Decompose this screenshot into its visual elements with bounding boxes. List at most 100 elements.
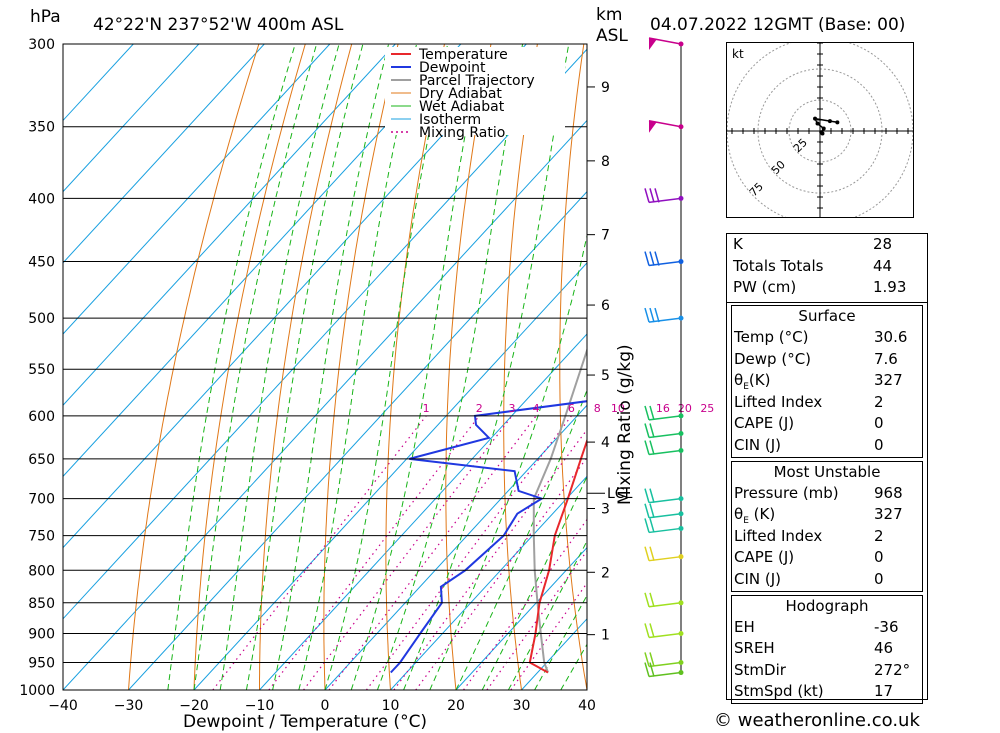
wind-barb-flag: [649, 405, 655, 421]
stmspd-row: StmSpd (kt) 17: [734, 682, 894, 701]
height-tick-label: 8: [601, 154, 610, 170]
legend-isotherm: Isotherm: [419, 112, 481, 128]
mixing-ratio-label: 4: [533, 402, 540, 415]
wind-barb-flag: [644, 440, 650, 455]
legend: Temperature Dewpoint Parcel Trajectory D…: [385, 47, 565, 141]
wind-barb-flag: [644, 188, 650, 203]
stmdir-row: StmDir 272°: [734, 660, 911, 679]
wind-barb-flag: [649, 488, 655, 503]
mixing-ratio-label: 10: [611, 402, 625, 415]
wind-barb-flag: [644, 592, 650, 608]
temperature-tick-label: −40: [48, 698, 78, 714]
wet-adiabat-line: [429, 233, 587, 690]
wind-barb-flag: [644, 652, 650, 667]
temperature-tick-label: −20: [179, 698, 209, 714]
isotherm-line: [193, 262, 587, 690]
wind-barb: [644, 405, 684, 421]
legend-parcel: Parcel Trajectory: [419, 73, 535, 89]
wind-barb-flag: [649, 423, 655, 438]
wind-barb-flag: [644, 423, 650, 438]
mu-cin-row: CIN (J) 0: [734, 569, 884, 588]
wind-barb: [644, 307, 684, 323]
indices-table: K 28 Totals Totals 44 PW (cm) 1.93: [726, 233, 928, 303]
wind-barb: [644, 518, 684, 534]
wind-barb: [644, 251, 684, 267]
hodograph-point: [819, 130, 824, 135]
wind-barb-flag: [649, 546, 655, 561]
surface-temp-row: Temp (°C) 30.6: [734, 328, 908, 346]
hodograph-point: [821, 126, 826, 131]
surface-title: Surface: [798, 307, 856, 325]
wind-barb-flag: [654, 251, 660, 266]
hodograph-unit: kt: [732, 47, 744, 61]
dewpoint-line: [390, 400, 587, 674]
temperature-tick-label: 10: [382, 698, 400, 714]
wind-barb-flag: [644, 488, 650, 503]
legend-dewpoint: Dewpoint: [419, 60, 486, 76]
wind-barb: [644, 592, 684, 608]
isotherm-line: [63, 44, 462, 478]
wet-adiabat-line: [193, 44, 318, 690]
wind-barb-flag: [644, 623, 650, 638]
wind-barb: [644, 546, 684, 562]
pressure-tick-label: 1000: [19, 683, 55, 699]
temperature-tick-label: −30: [114, 698, 144, 714]
wind-barb: [644, 440, 684, 456]
mu-pressure-row: Pressure (mb) 968: [734, 483, 903, 502]
pressure-tick-label: 300: [28, 37, 55, 53]
asl-unit-label: ASL: [596, 26, 628, 46]
most-unstable-title: Most Unstable: [773, 462, 881, 481]
hodograph-ring-label: 25: [791, 136, 810, 155]
height-tick-label: 5: [601, 368, 610, 384]
wind-barb-dot: [678, 124, 684, 130]
mixing-ratio-line: [393, 428, 587, 690]
wind-barb-flag: [654, 307, 660, 323]
wet-adiabat-line: [350, 44, 484, 690]
wind-barb: [644, 503, 684, 519]
pressure-tick-label: 500: [28, 311, 55, 327]
dry-adiabat-line: [503, 44, 538, 690]
wind-barb-flag: [649, 307, 655, 323]
mixing-ratio-label: 8: [594, 402, 601, 415]
pressure-tick-label: 750: [28, 529, 55, 545]
pressure-tick-label: 850: [28, 596, 55, 612]
wind-barb: [644, 488, 684, 504]
most-unstable-section: Most Unstable Pressure (mb) 968 θE (K) 327…: [731, 460, 923, 592]
datetime-label: 04.07.2022 12GMT (Base: 00): [650, 15, 905, 35]
hodograph-point: [813, 116, 818, 121]
mixing-ratio-line: [212, 415, 427, 690]
isotherm-line: [455, 546, 587, 690]
pw-row: PW (cm) 1.93: [733, 278, 907, 297]
dry-adiabat-line: [323, 44, 399, 690]
mixing-ratio-axis-label: Mixing Ratio (g/kg): [615, 344, 635, 505]
wind-barb-flag: [649, 188, 655, 203]
pressure-gridlines: [63, 43, 587, 691]
temperature-tick-label: 30: [513, 698, 531, 714]
wind-barb-pennant: [649, 120, 657, 133]
k-index-row: K 28: [733, 235, 893, 253]
surface-theta-e-row: θE(K) 327: [734, 371, 903, 393]
height-tick-label: 7: [601, 228, 610, 244]
pressure-tick-label: 650: [28, 452, 55, 468]
dry-adiabat-line: [128, 44, 260, 690]
pressure-tick-label: 700: [28, 492, 55, 508]
isotherm-line: [324, 404, 587, 690]
wind-barb-flag: [649, 518, 655, 533]
wind-barb-flag: [649, 652, 655, 667]
wind-barb-pennant: [649, 38, 657, 50]
mixing-ratio-label: 20: [678, 402, 692, 415]
pressure-tick-label: 950: [28, 655, 55, 671]
mixing-ratio-label: 6: [568, 402, 575, 415]
copyright-link[interactable]: © weatheronline.co.uk: [714, 710, 920, 731]
legend-wet-adiabat: Wet Adiabat: [419, 99, 505, 115]
isotherm-line: [63, 44, 331, 335]
surface-li-row: Lifted Index 2: [734, 392, 884, 411]
eh-row: EH -36: [734, 617, 899, 636]
temperature-tick-label: 0: [321, 698, 330, 714]
isotherm-line: [259, 333, 587, 690]
x-axis-label: Dewpoint / Temperature (°C): [183, 712, 427, 732]
wet-adiabat-line: [219, 44, 340, 690]
pressure-tick-label: 800: [28, 563, 55, 579]
height-tick-labels: 1 2 3 4 5 6 7 8 9 LCL: [587, 80, 633, 644]
